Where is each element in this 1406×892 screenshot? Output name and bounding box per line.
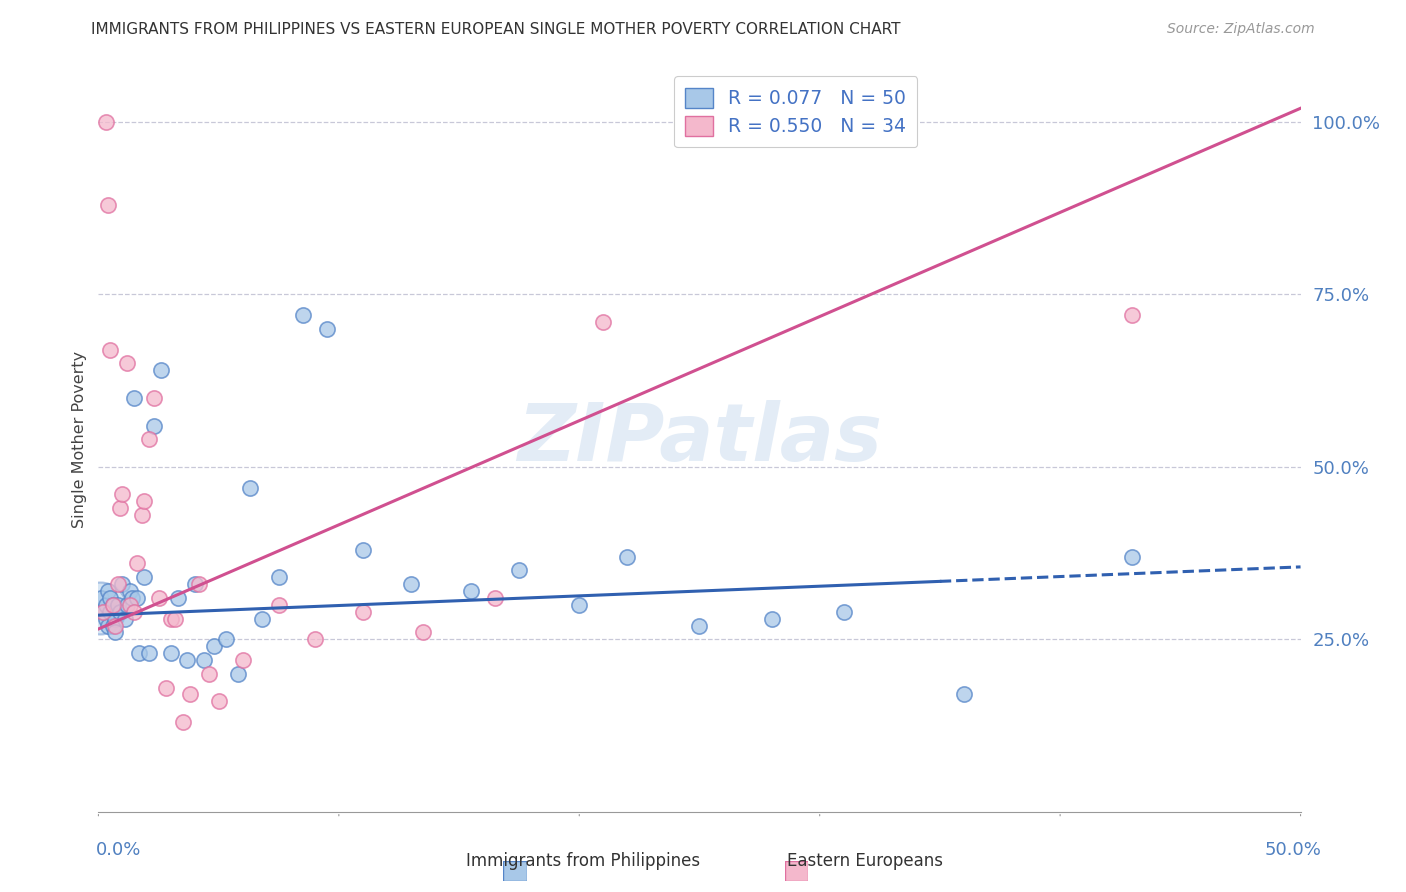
Point	[267, 570, 290, 584]
Point	[616, 549, 638, 564]
Point	[215, 632, 238, 647]
Point	[165, 612, 187, 626]
Point	[111, 577, 134, 591]
Point	[89, 601, 111, 615]
Point	[232, 653, 254, 667]
Point	[226, 666, 249, 681]
Point	[239, 481, 262, 495]
Point	[118, 598, 141, 612]
Point	[104, 625, 127, 640]
Point	[179, 688, 201, 702]
Point	[100, 605, 122, 619]
Point	[108, 501, 131, 516]
Point	[267, 598, 290, 612]
Point	[202, 639, 225, 653]
Point	[124, 605, 146, 619]
Point	[142, 418, 165, 433]
Point	[315, 322, 337, 336]
Point	[1121, 549, 1143, 564]
Point	[761, 612, 783, 626]
Point	[91, 605, 114, 619]
Legend: R = 0.077   N = 50, R = 0.550   N = 34: R = 0.077 N = 50, R = 0.550 N = 34	[673, 77, 918, 147]
Point	[125, 557, 148, 571]
Point	[117, 598, 139, 612]
Point	[188, 577, 211, 591]
Point	[107, 598, 129, 612]
Point	[101, 598, 124, 612]
Point	[132, 494, 155, 508]
Point	[104, 618, 127, 632]
Point	[176, 653, 198, 667]
Point	[352, 605, 374, 619]
Point	[832, 605, 855, 619]
Point	[94, 598, 117, 612]
Point	[159, 646, 181, 660]
Point	[114, 612, 136, 626]
Point	[121, 591, 143, 605]
Point	[183, 577, 205, 591]
Point	[208, 694, 231, 708]
Point	[1121, 308, 1143, 322]
Point	[412, 625, 434, 640]
Point	[198, 666, 221, 681]
Point	[166, 591, 188, 605]
Text: IMMIGRANTS FROM PHILIPPINES VS EASTERN EUROPEAN SINGLE MOTHER POVERTY CORRELATIO: IMMIGRANTS FROM PHILIPPINES VS EASTERN E…	[91, 22, 901, 37]
Point	[159, 612, 181, 626]
Text: Eastern Europeans: Eastern Europeans	[787, 852, 942, 870]
Point	[484, 591, 506, 605]
Point	[125, 591, 148, 605]
Text: Immigrants from Philippines: Immigrants from Philippines	[467, 852, 700, 870]
Point	[100, 343, 122, 357]
Text: ZIPatlas: ZIPatlas	[517, 401, 882, 478]
Point	[91, 605, 114, 619]
Y-axis label: Single Mother Poverty: Single Mother Poverty	[72, 351, 87, 528]
Point	[592, 315, 614, 329]
Point	[108, 605, 131, 619]
Point	[460, 584, 482, 599]
Point	[148, 591, 170, 605]
Point	[352, 542, 374, 557]
Point	[124, 391, 146, 405]
Point	[193, 653, 215, 667]
Point	[118, 584, 141, 599]
Point	[250, 612, 273, 626]
Text: 0.0%: 0.0%	[96, 840, 141, 858]
Point	[399, 577, 422, 591]
Point	[100, 591, 122, 605]
Point	[107, 577, 129, 591]
Point	[90, 591, 112, 605]
Point	[128, 646, 150, 660]
Point	[953, 688, 976, 702]
Point	[97, 618, 120, 632]
Point	[101, 598, 124, 612]
Point	[101, 618, 124, 632]
Point	[172, 714, 194, 729]
Point	[155, 681, 177, 695]
Point	[104, 612, 127, 626]
Point	[568, 598, 591, 612]
Point	[142, 391, 165, 405]
Point	[131, 508, 153, 523]
Point	[117, 356, 139, 370]
Point	[291, 308, 314, 322]
Point	[94, 115, 117, 129]
Point	[508, 563, 530, 577]
Point	[138, 433, 160, 447]
Point	[97, 584, 120, 599]
Text: Source: ZipAtlas.com: Source: ZipAtlas.com	[1167, 22, 1315, 37]
Point	[149, 363, 172, 377]
Text: 50.0%: 50.0%	[1265, 840, 1322, 858]
Point	[138, 646, 160, 660]
Point	[304, 632, 326, 647]
Point	[132, 570, 155, 584]
Point	[94, 612, 117, 626]
Point	[97, 198, 120, 212]
Point	[111, 487, 134, 501]
Point	[688, 618, 710, 632]
